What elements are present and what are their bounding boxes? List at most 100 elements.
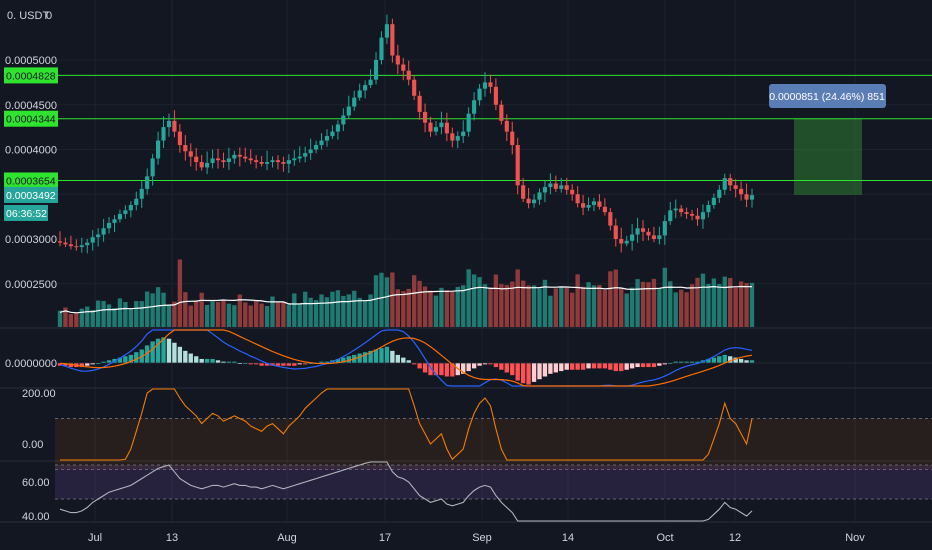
macd-bar <box>461 363 466 374</box>
time-axis-label: Aug <box>277 532 297 544</box>
volume-bar <box>90 309 95 327</box>
volume-bar <box>215 301 221 327</box>
macd-bar <box>166 338 172 363</box>
macd-bar <box>417 363 422 369</box>
volume-bar <box>368 294 373 327</box>
macd-bar <box>275 363 281 366</box>
macd-bar <box>608 363 613 370</box>
volume-bar <box>749 282 755 327</box>
price-level-tag <box>4 67 58 84</box>
volume-bar <box>226 303 232 327</box>
candle-body <box>412 79 417 96</box>
volume-bar <box>194 300 199 327</box>
volume-bar <box>439 287 444 327</box>
candle-body <box>401 64 406 71</box>
time-axis-label: 17 <box>379 532 391 544</box>
candle-body <box>444 122 449 134</box>
candle-body <box>275 160 281 163</box>
volume-bar <box>161 292 166 327</box>
candle-body <box>96 234 101 238</box>
candle-body <box>635 228 640 235</box>
measure-box[interactable] <box>794 118 862 195</box>
macd-bar <box>488 363 493 365</box>
macd-bar <box>324 361 330 363</box>
volume-bar <box>444 290 450 327</box>
macd-bar <box>591 363 597 369</box>
time-axis-label: Oct <box>656 532 673 544</box>
candle-body <box>564 185 569 190</box>
price-level-tag-text: 0.0004828 <box>6 70 56 82</box>
volume-bar <box>520 280 526 327</box>
volume-bar <box>166 304 172 327</box>
time-axis-label: Nov <box>845 532 865 544</box>
volume-bar <box>324 297 330 327</box>
macd-bar <box>188 353 193 363</box>
candle-body <box>597 201 602 207</box>
volume-bar <box>270 296 275 327</box>
volume-bar <box>313 300 319 327</box>
macd-bar <box>526 363 531 385</box>
candle-body <box>215 158 221 161</box>
candle-body <box>183 145 188 152</box>
volume-ma-line <box>59 285 752 314</box>
volume-bar <box>450 291 455 327</box>
macd-bar <box>362 352 368 363</box>
macd-bar <box>570 363 575 370</box>
macd-bar <box>177 346 183 363</box>
time-axis-label: Sep <box>472 532 492 544</box>
volume-bar <box>575 274 580 327</box>
macd-bar <box>668 363 673 364</box>
volume-bar <box>700 273 706 327</box>
price-levels[interactable] <box>55 74 932 181</box>
candle-body <box>352 97 357 107</box>
macd-bar <box>542 363 548 377</box>
volume-bar <box>352 290 357 327</box>
volume-bar <box>684 292 689 327</box>
volume-bar <box>357 297 362 327</box>
macd-bar <box>281 363 286 366</box>
macd-bar <box>657 363 662 366</box>
macd-bar <box>221 361 226 363</box>
candle-body <box>695 215 700 220</box>
macd-bar <box>613 363 618 372</box>
candle-body <box>128 204 133 211</box>
macd-bar <box>194 356 199 363</box>
macd-bar <box>123 356 128 363</box>
volume-bar <box>428 290 433 327</box>
macd-bar <box>297 363 302 365</box>
candlestick-series <box>57 14 755 254</box>
volume-bar <box>537 288 542 327</box>
candle-body <box>363 85 368 91</box>
macd-bar <box>79 363 84 368</box>
candle-body <box>673 208 678 211</box>
candle-body <box>161 127 166 141</box>
candle-body <box>711 197 716 205</box>
candle-body <box>341 115 346 125</box>
candle-body <box>281 162 286 164</box>
candle-body <box>613 225 618 239</box>
macd-bar <box>744 360 749 363</box>
volume-bar <box>297 303 302 327</box>
volume-bar <box>308 297 313 327</box>
macd-bar <box>684 361 689 363</box>
macd-bar <box>564 363 569 370</box>
macd-bar <box>406 360 411 363</box>
volume-bar <box>232 305 237 327</box>
macd-bar <box>450 363 455 377</box>
macd-bar <box>553 363 559 373</box>
price-axis[interactable]: 0.0005000 0.0004500 0.0004000 0.0003000 0.00… <box>4 55 58 523</box>
macd-bar <box>580 363 586 370</box>
volume-bar <box>657 288 662 327</box>
volume-bar <box>455 286 460 327</box>
volume-bar <box>384 277 390 327</box>
price-level-tag-text: 0.0004344 <box>6 114 56 126</box>
pane-separators <box>0 327 932 523</box>
time-axis[interactable]: Jul 13 Aug 17 Sep 14 Oct 12 Nov <box>88 532 865 544</box>
macd-bar <box>738 358 744 363</box>
volume-bar <box>390 272 395 327</box>
volume-bar <box>362 300 368 327</box>
volume-bar <box>79 308 84 327</box>
volume-bar <box>433 295 439 327</box>
